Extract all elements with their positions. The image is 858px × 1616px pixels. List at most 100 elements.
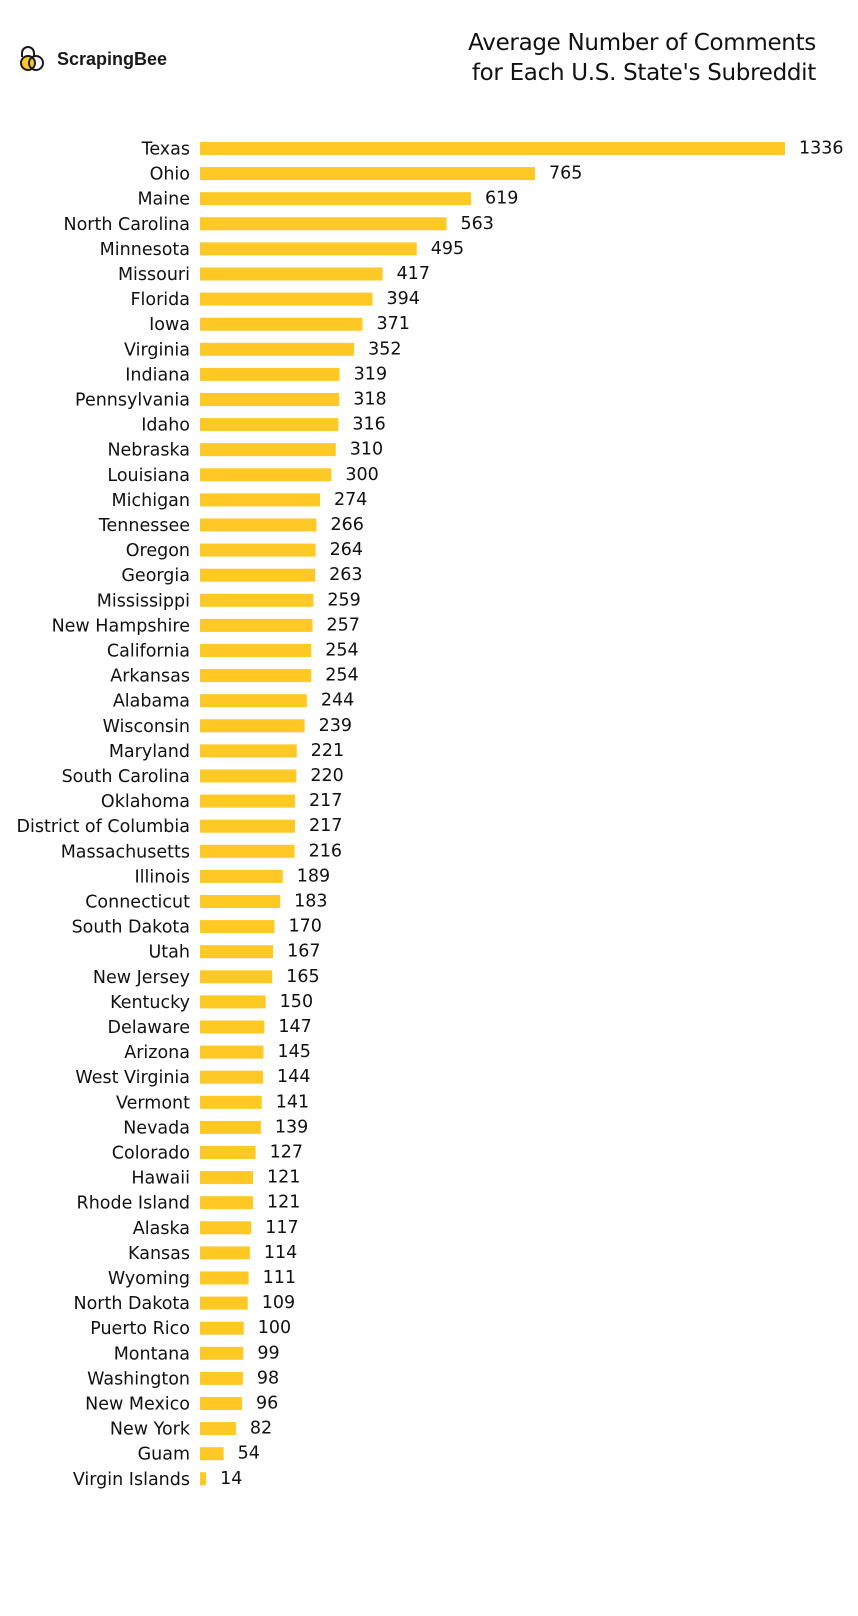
category-label: Iowa — [149, 315, 190, 335]
category-label: Mississippi — [97, 591, 190, 611]
bar — [200, 393, 340, 406]
value-label: 316 — [352, 415, 385, 435]
bar — [200, 267, 383, 281]
category-label: Louisiana — [107, 466, 190, 486]
category-label: Kentucky — [110, 993, 190, 1013]
value-label: 257 — [327, 615, 360, 635]
category-label: Maryland — [109, 742, 190, 762]
value-label: 244 — [321, 691, 354, 711]
bar — [200, 593, 314, 607]
category-label: Connecticut — [85, 893, 190, 913]
category-label: Missouri — [118, 265, 190, 285]
category-label: Puerto Rico — [90, 1319, 190, 1339]
value-label: 147 — [278, 1017, 311, 1037]
bar — [200, 945, 274, 959]
bar — [200, 568, 316, 582]
category-label: Oklahoma — [101, 792, 190, 812]
bar — [200, 869, 283, 883]
bar — [200, 242, 417, 256]
category-label: Kansas — [128, 1244, 190, 1264]
bar — [200, 769, 297, 783]
bar — [200, 1271, 249, 1285]
value-label: 310 — [350, 440, 383, 460]
category-label: Maine — [137, 190, 190, 210]
category-label: Minnesota — [100, 240, 190, 260]
bar — [200, 167, 535, 181]
category-label: Hawaii — [131, 1169, 190, 1189]
category-label: Virgin Islands — [73, 1470, 190, 1490]
value-label: 1336 — [799, 139, 844, 159]
category-label: Florida — [130, 290, 190, 310]
bar — [200, 1146, 256, 1159]
bar — [200, 819, 296, 833]
bar — [200, 1045, 264, 1059]
value-label: 167 — [287, 942, 320, 962]
bar — [200, 970, 273, 984]
bar — [200, 1346, 244, 1360]
bar — [200, 1171, 253, 1185]
category-label: Rhode Island — [77, 1194, 190, 1214]
bar — [200, 1371, 243, 1385]
category-label: Illinois — [134, 867, 190, 887]
category-label: Tennessee — [98, 516, 190, 536]
bar — [200, 518, 317, 532]
value-label: 274 — [334, 490, 367, 510]
value-label: 217 — [309, 791, 342, 811]
value-label: 394 — [387, 289, 420, 309]
value-label: 98 — [257, 1368, 279, 1388]
value-label: 145 — [277, 1042, 310, 1062]
value-label: 216 — [309, 841, 342, 861]
value-label: 264 — [330, 540, 363, 560]
category-label: Oregon — [126, 541, 190, 561]
category-label: Indiana — [125, 365, 190, 385]
category-label: New Mexico — [85, 1395, 190, 1415]
category-label: Pennsylvania — [75, 391, 190, 411]
bar — [200, 468, 332, 482]
value-label: 121 — [267, 1168, 300, 1188]
category-label: South Dakota — [72, 918, 190, 938]
category-label: Nebraska — [107, 441, 190, 461]
value-label: 563 — [461, 214, 494, 234]
bar — [200, 794, 296, 808]
value-label: 109 — [262, 1293, 295, 1313]
category-label: Arkansas — [110, 667, 190, 687]
value-label: 217 — [309, 816, 342, 836]
category-label: Wyoming — [108, 1269, 190, 1289]
value-label: 259 — [327, 590, 360, 610]
bar — [200, 1321, 244, 1335]
bar — [200, 1447, 224, 1461]
bar — [200, 493, 320, 507]
category-label: Alaska — [133, 1219, 190, 1239]
category-label: Idaho — [141, 416, 190, 436]
value-label: 114 — [264, 1243, 297, 1263]
value-label: 117 — [265, 1218, 298, 1238]
category-label: Delaware — [108, 1018, 190, 1038]
category-label: Virginia — [124, 340, 190, 360]
bar — [200, 844, 295, 858]
category-label: North Dakota — [73, 1294, 190, 1314]
category-label: Nevada — [123, 1118, 190, 1138]
value-label: 495 — [431, 239, 464, 259]
bar — [200, 669, 312, 683]
bar — [200, 1095, 262, 1109]
value-label: 619 — [485, 189, 518, 209]
category-label: Vermont — [116, 1093, 190, 1113]
category-label: Ohio — [150, 165, 190, 185]
bar — [200, 1296, 248, 1310]
value-label: 765 — [549, 164, 582, 184]
value-label: 165 — [286, 967, 319, 987]
value-label: 170 — [288, 917, 321, 937]
category-label: New York — [110, 1420, 191, 1440]
category-label: New Hampshire — [52, 616, 190, 636]
bar — [200, 1196, 253, 1210]
category-label: Alabama — [113, 692, 190, 712]
bar — [200, 443, 336, 457]
bar — [200, 1070, 264, 1084]
value-label: 319 — [354, 364, 387, 384]
bar — [200, 1397, 243, 1410]
bar — [200, 1422, 236, 1436]
category-label: Colorado — [112, 1144, 190, 1164]
category-label: California — [107, 642, 190, 662]
